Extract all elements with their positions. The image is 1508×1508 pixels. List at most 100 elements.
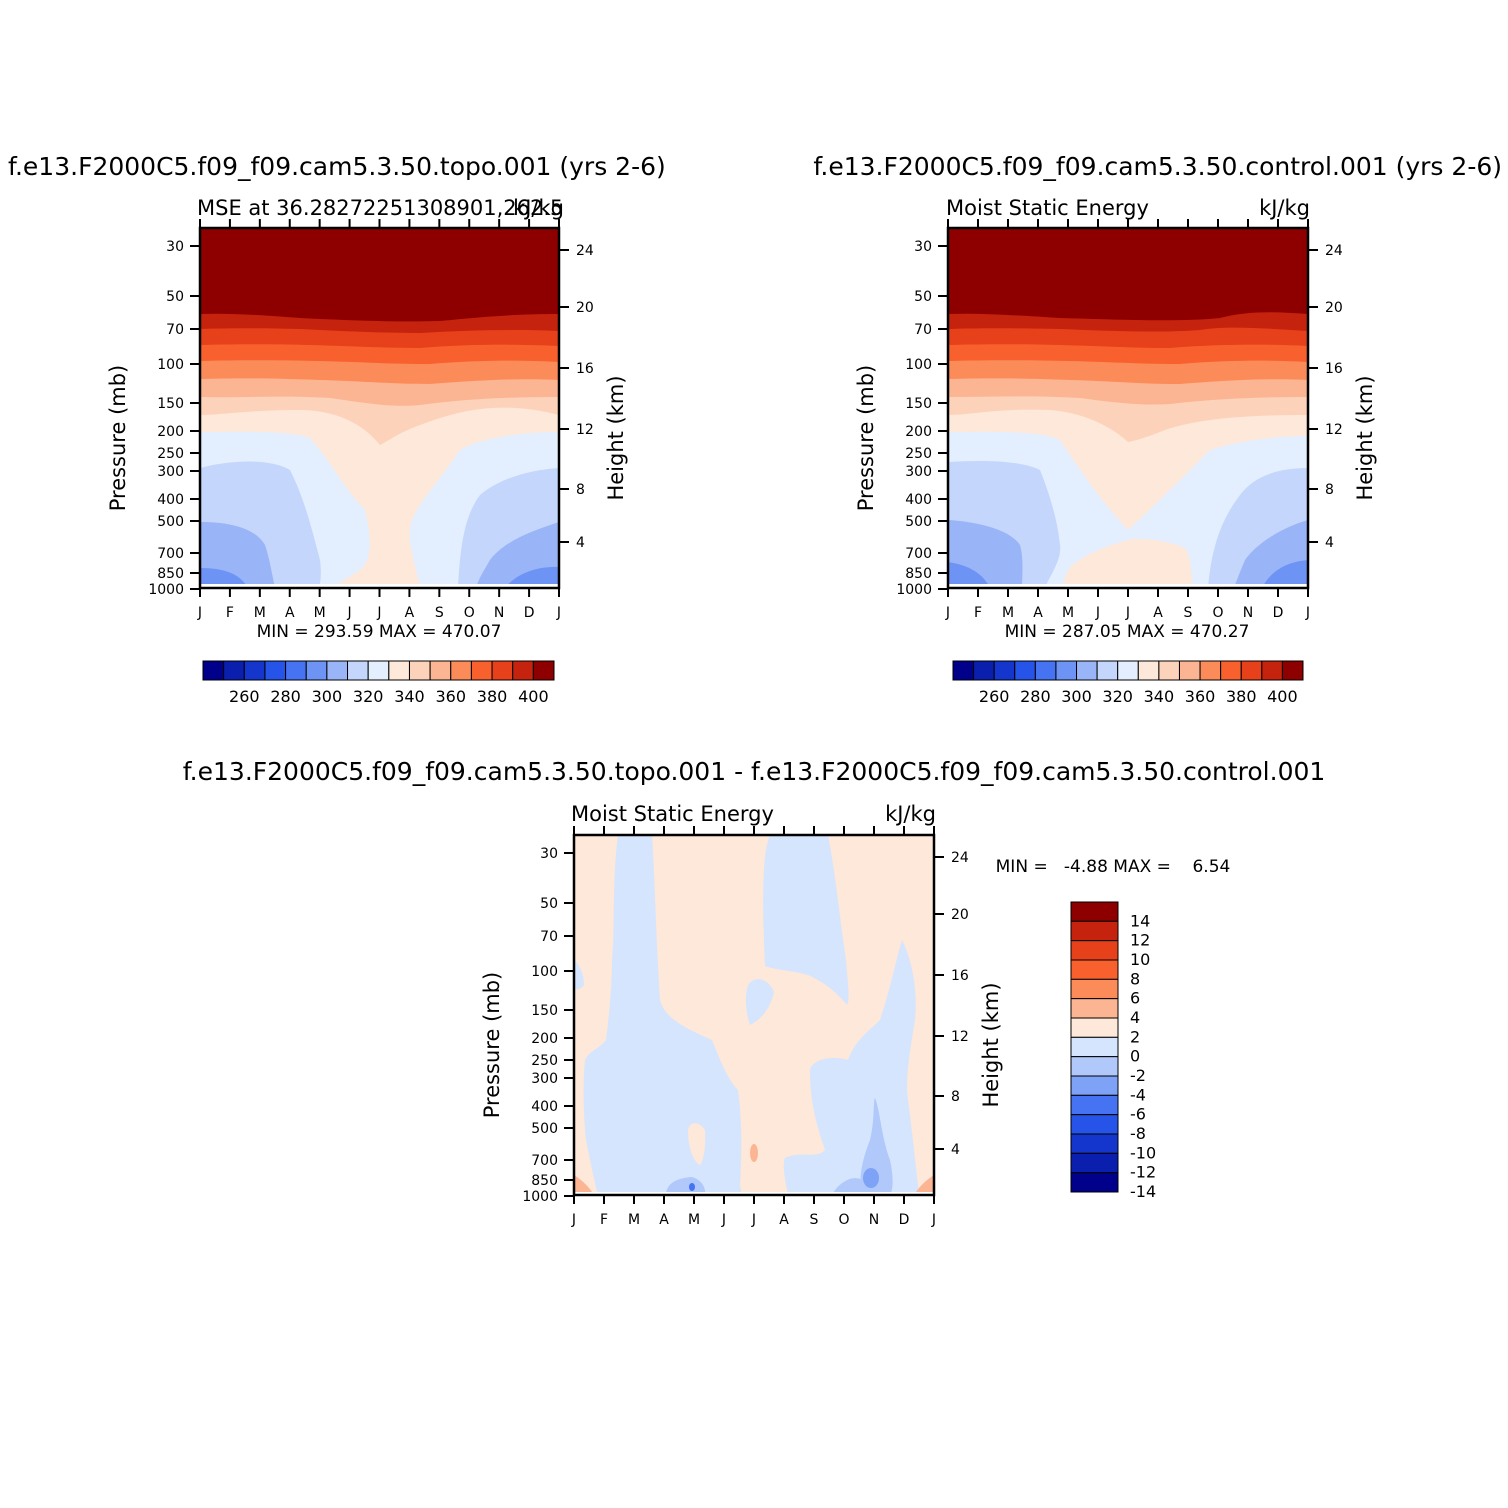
month-label-diff: F bbox=[600, 1212, 608, 1228]
colorbar-swatch-topo bbox=[285, 660, 307, 681]
month-label-diff: O bbox=[838, 1212, 849, 1228]
z-tick-label-diff: 16 bbox=[951, 968, 969, 984]
band-300-control-right bbox=[1262, 560, 1308, 588]
colorbar-swatch-control bbox=[1014, 660, 1036, 681]
panel-topo-header: f.e13.F2000C5.f09_f09.cam5.3.50.topo.001… bbox=[8, 152, 666, 181]
month-label-control: S bbox=[1184, 605, 1193, 621]
band-300-topo-left bbox=[200, 568, 248, 588]
z-tick-label-diff: 8 bbox=[951, 1089, 960, 1105]
colorbar-label-diff: 14 bbox=[1130, 911, 1150, 930]
z-tick-label-control: 8 bbox=[1325, 482, 1334, 498]
month-label-topo: F bbox=[226, 605, 234, 621]
p-tick-label-topo: 30 bbox=[166, 239, 184, 255]
colorbar-label-diff: -6 bbox=[1130, 1105, 1146, 1124]
colorbar-swatch-topo bbox=[388, 660, 410, 681]
band-neg4to2-diff-right2 bbox=[832, 1178, 862, 1195]
z-tick-label-topo: 24 bbox=[576, 243, 594, 259]
month-label-diff: J bbox=[571, 1212, 576, 1228]
colorbar-label-topo: 300 bbox=[312, 687, 343, 706]
p-tick-label-topo: 70 bbox=[166, 322, 184, 338]
band-neg2to0-diff-left bbox=[583, 835, 742, 1195]
p-tick-label-control: 400 bbox=[905, 492, 932, 508]
band-2to4-diff-corner-left bbox=[574, 1175, 594, 1195]
colorbar-label-diff: 12 bbox=[1130, 931, 1150, 950]
contour-field-diff bbox=[574, 835, 934, 1195]
panel-topo: f.e13.F2000C5.f09_f09.cam5.3.50.topo.001… bbox=[8, 152, 666, 706]
month-label-diff: A bbox=[659, 1212, 669, 1228]
colorbar-swatch-topo bbox=[367, 660, 390, 681]
colorbar-swatch-diff bbox=[1070, 1056, 1119, 1077]
panel-control-minmax: MIN = 287.05 MAX = 470.27 bbox=[1005, 622, 1250, 642]
p-tick-label-control: 1000 bbox=[896, 582, 932, 598]
p-tick-label-diff: 200 bbox=[531, 1031, 558, 1047]
colorbar-label-diff: -12 bbox=[1130, 1163, 1156, 1182]
z-tick-label-topo: 16 bbox=[576, 361, 594, 377]
colorbar-swatch-diff bbox=[1070, 998, 1119, 1019]
p-tick-label-control: 850 bbox=[905, 566, 932, 582]
month-label-topo: J bbox=[556, 605, 561, 621]
panel-topo-title: MSE at 36.28272251308901,262.5 bbox=[197, 196, 563, 220]
panel-diff-minmax: MIN = -4.88 MAX = 6.54 bbox=[996, 857, 1231, 877]
month-label-control: M bbox=[1002, 605, 1014, 621]
band-2to4-diff-blob bbox=[750, 1144, 758, 1162]
month-label-control: J bbox=[1305, 605, 1310, 621]
p-tick-label-topo: 200 bbox=[157, 424, 184, 440]
colorbar-swatch-control bbox=[1281, 660, 1304, 681]
p-tick-label-topo: 150 bbox=[157, 396, 184, 412]
colorbar-swatch-control bbox=[1034, 660, 1057, 681]
band-neg2to0-diff-upper-right bbox=[763, 835, 849, 1005]
colorbar-swatch-diff bbox=[1070, 1094, 1119, 1116]
p-tick-label-diff: 50 bbox=[540, 896, 558, 912]
month-label-control: M bbox=[1062, 605, 1074, 621]
colorbar-swatch-control bbox=[973, 660, 995, 681]
p-tick-label-control: 150 bbox=[905, 396, 932, 412]
month-label-diff: J bbox=[931, 1212, 936, 1228]
p-tick-label-diff: 1000 bbox=[522, 1189, 558, 1205]
z-tick-label-topo: 20 bbox=[576, 300, 594, 316]
colorbar-swatch-topo bbox=[326, 660, 349, 681]
p-tick-label-topo: 500 bbox=[157, 514, 184, 530]
p-tick-label-topo: 700 bbox=[157, 546, 184, 562]
band-neg6-diff-left bbox=[689, 1183, 695, 1191]
contour-field-topo bbox=[200, 228, 559, 588]
z-tick-label-diff: 12 bbox=[951, 1029, 969, 1045]
p-tick-label-control: 700 bbox=[905, 546, 932, 562]
colorbar-label-control: 380 bbox=[1226, 687, 1257, 706]
colorbar-swatch-topo bbox=[202, 660, 225, 681]
colorbar-swatch-control bbox=[952, 660, 975, 681]
panel-control-units: kJ/kg bbox=[1259, 196, 1310, 220]
y-right-axis-label-control: Height (km) bbox=[1353, 375, 1377, 500]
colorbar-swatch-diff bbox=[1070, 1133, 1119, 1154]
panel-diff: f.e13.F2000C5.f09_f09.cam5.3.50.topo.001… bbox=[183, 757, 1326, 1228]
colorbar-label-diff: -4 bbox=[1130, 1085, 1146, 1104]
colorbar-swatch-topo bbox=[347, 660, 369, 681]
colorbar-swatch-control bbox=[1240, 660, 1263, 681]
p-tick-label-diff: 150 bbox=[531, 1003, 558, 1019]
colorbar-swatch-control bbox=[1076, 660, 1098, 681]
y-axis-label-control: Pressure (mb) bbox=[854, 365, 878, 512]
colorbar-label-diff: -14 bbox=[1130, 1182, 1156, 1201]
p-tick-label-topo: 100 bbox=[157, 357, 184, 373]
month-label-topo: O bbox=[464, 605, 475, 621]
colorbar-label-topo: 280 bbox=[270, 687, 301, 706]
colorbar-swatch-diff bbox=[1070, 978, 1119, 1000]
month-label-topo: D bbox=[524, 605, 535, 621]
month-label-control: N bbox=[1243, 605, 1253, 621]
y-right-axis-label-topo: Height (km) bbox=[604, 375, 628, 500]
p-tick-label-diff: 300 bbox=[531, 1071, 558, 1087]
colorbar-swatch-topo bbox=[512, 660, 534, 681]
band-0to2-diff-blob1 bbox=[688, 1123, 706, 1165]
month-label-topo: J bbox=[347, 605, 352, 621]
colorbar-swatch-control bbox=[1117, 660, 1139, 681]
band-2to4-diff-corner-right bbox=[914, 1175, 934, 1195]
month-label-control: J bbox=[1125, 605, 1130, 621]
band-neg2to0-diff-edge bbox=[574, 960, 584, 990]
p-tick-label-diff: 70 bbox=[540, 929, 558, 945]
colorbar-label-topo: 260 bbox=[229, 687, 260, 706]
colorbar-swatch-topo bbox=[470, 660, 493, 681]
month-label-topo: J bbox=[376, 605, 381, 621]
panel-topo-units: kJ/kg bbox=[513, 196, 564, 220]
month-label-control: F bbox=[974, 605, 982, 621]
p-tick-label-control: 30 bbox=[914, 239, 932, 255]
